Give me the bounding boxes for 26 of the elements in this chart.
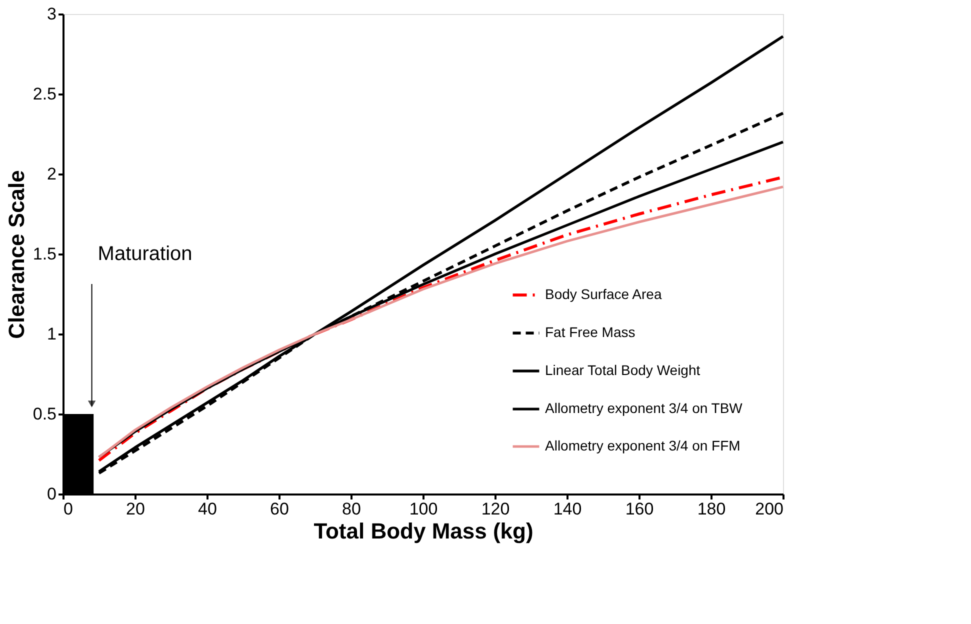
legend-label: Linear Total Body Weight	[545, 362, 700, 378]
x-tick-label: 80	[342, 500, 361, 518]
y-tick-label: 3	[47, 4, 56, 24]
x-axis-title: Total Body Mass (kg)	[314, 518, 534, 544]
legend-label: Body Surface Area	[545, 286, 662, 302]
x-tick-label: 140	[553, 500, 582, 518]
x-tick-label: 160	[625, 500, 654, 518]
y-axis-title: Clearance Scale	[4, 170, 29, 339]
y-tick-label: 1.5	[32, 244, 56, 264]
x-tick-label: 120	[481, 500, 510, 518]
x-tick-label: 200	[755, 500, 784, 518]
x-tick-label: 100	[409, 500, 438, 518]
x-tick-label: 60	[270, 500, 289, 518]
legend-label: Fat Free Mass	[545, 324, 636, 340]
x-tick-label: 40	[198, 500, 217, 518]
y-tick-label: 1	[47, 324, 56, 344]
x-tick-label: 20	[126, 500, 145, 518]
annotation: Maturation	[98, 243, 192, 265]
y-tick-label: 2.5	[32, 84, 56, 104]
x-tick-label: 0	[64, 500, 73, 518]
y-tick-label: 2	[47, 164, 56, 184]
legend-label: Allometry exponent 3/4 on TBW	[545, 400, 744, 416]
x-tick-label: 180	[697, 500, 726, 518]
y-tick-label: 0.5	[32, 404, 56, 424]
y-tick-label: 0	[47, 484, 56, 504]
legend-label: Allometry exponent 3/4 on FFM	[545, 438, 740, 454]
